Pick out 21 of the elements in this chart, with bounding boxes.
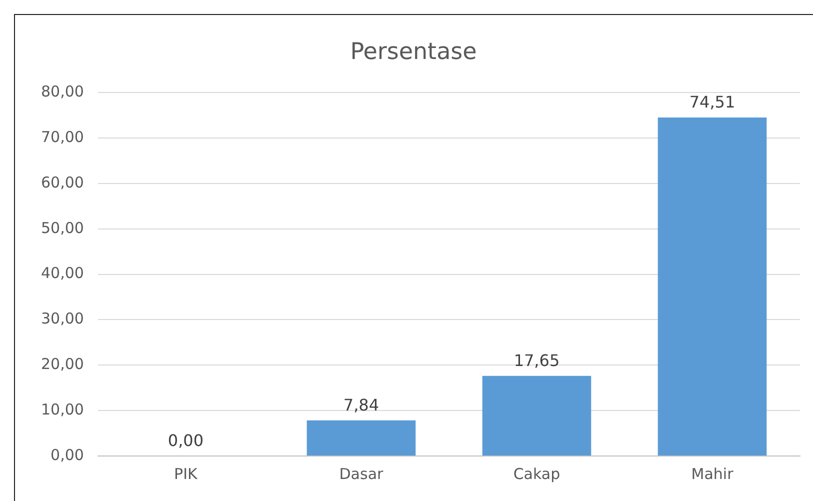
bar [306,420,416,456]
x-tick-label: PIK [174,464,199,483]
y-tick-label: 60,00 [40,173,84,192]
data-label: 7,84 [343,396,380,415]
y-tick-label: 20,00 [40,355,84,374]
x-tick-label: Dasar [339,464,384,483]
y-tick-label: 10,00 [40,400,84,418]
bar [482,376,592,456]
y-tick-label: 70,00 [40,128,84,146]
y-tick-label: 0,00 [50,446,84,464]
x-tick-label: Mahir [691,464,734,483]
y-tick-label: 40,00 [40,264,84,282]
y-tick-label: 80,00 [40,82,84,100]
chart-title: Persentase [350,38,477,65]
y-tick-label: 50,00 [40,218,84,237]
data-label: 0,00 [168,431,204,450]
y-tick-label: 30,00 [40,310,84,328]
data-label: 74,51 [689,92,736,112]
bar [658,118,767,456]
data-label: 17,65 [514,350,560,370]
x-tick-label: Cakap [513,464,560,483]
